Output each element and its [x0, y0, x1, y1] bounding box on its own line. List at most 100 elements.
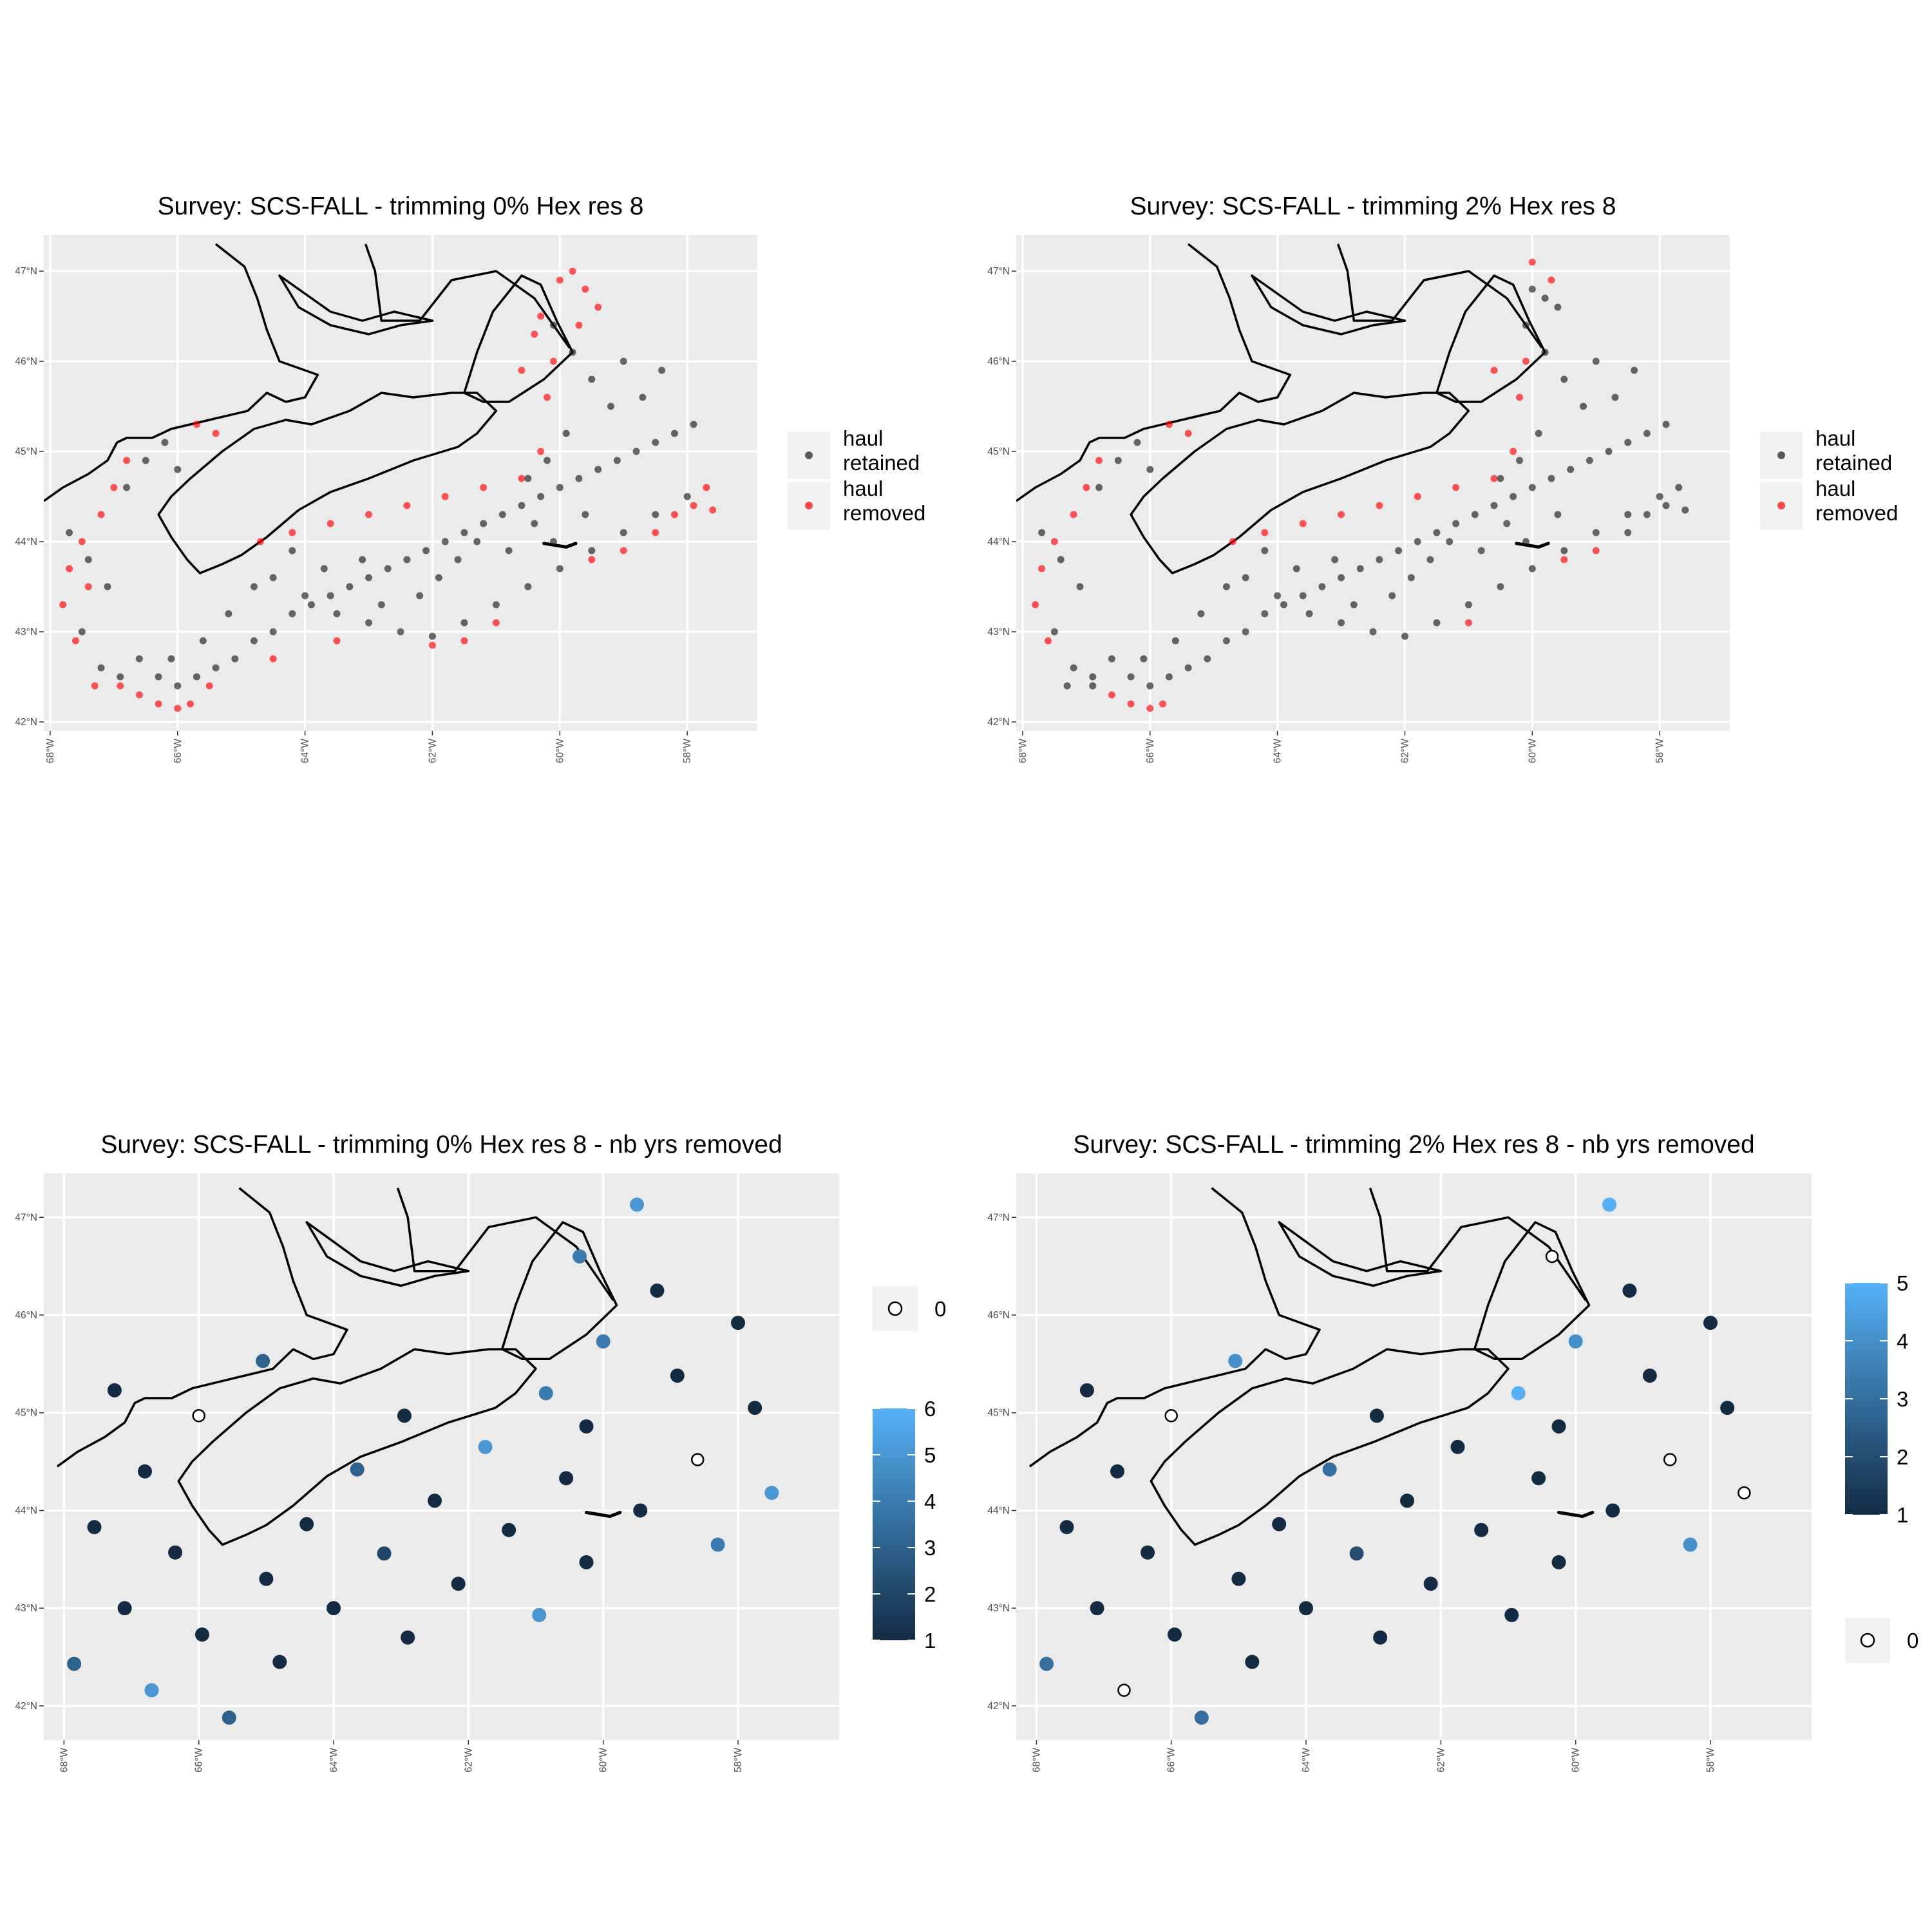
haul-retained-point: [1274, 592, 1282, 600]
haul-removed-point: [97, 511, 105, 518]
removed-years-point: [137, 1464, 152, 1479]
coastline-pei: [1278, 1221, 1443, 1287]
haul-removed-point: [110, 484, 118, 491]
x-tick-label: 68°W: [45, 739, 56, 763]
haul-removed-point: [212, 430, 220, 437]
haul-retained-point: [1554, 511, 1562, 518]
y-tick-label: 45°N: [15, 446, 37, 457]
haul-retained-point: [416, 592, 424, 600]
haul-retained-point: [556, 484, 564, 491]
y-tick-label: 46°N: [15, 356, 37, 367]
removed-years-point: [87, 1520, 102, 1535]
haul-removed-point: [537, 448, 545, 455]
coastline-nova-scotia: [157, 392, 498, 574]
haul-retained-point: [1146, 466, 1154, 473]
haul-removed-point: [403, 502, 411, 509]
coastline-pei: [305, 1221, 470, 1287]
haul-retained-point: [1146, 682, 1154, 690]
haul-retained-point: [582, 511, 589, 518]
removed-years-point: [573, 1249, 587, 1264]
removed-years-point: [630, 1197, 645, 1212]
removed-years-point: [168, 1545, 183, 1560]
removed-years-point: [1551, 1555, 1566, 1569]
haul-removed-point: [1070, 511, 1077, 518]
haul-removed-point: [1376, 502, 1383, 509]
haul-retained-point: [66, 529, 73, 536]
haul-removed-point: [205, 682, 213, 690]
haul-retained-point: [1376, 556, 1383, 564]
haul-retained-point: [1471, 511, 1479, 518]
haul-retained-point: [1592, 357, 1600, 365]
haul-retained-point: [365, 619, 373, 627]
haul-retained-point: [1140, 655, 1148, 663]
colorbar-label: 1: [1897, 1503, 1908, 1527]
coastline-mainland: [44, 243, 319, 502]
removed-years-point: [194, 1627, 209, 1642]
haul-retained-point: [1433, 619, 1441, 627]
haul-retained-point: [1643, 511, 1651, 518]
haul-removed-point: [1165, 421, 1173, 428]
colorbar-label: 4: [1897, 1329, 1908, 1353]
haul-removed-point: [620, 547, 627, 554]
x-tick-label: 58°W: [682, 739, 693, 763]
colorbar-label: 5: [924, 1443, 936, 1467]
removed-years-point: [1245, 1654, 1260, 1669]
haul-retained-point: [1331, 556, 1339, 564]
removed-years-point: [650, 1283, 665, 1298]
haul-removed-point: [1108, 691, 1115, 699]
haul-retained-point: [454, 556, 462, 564]
removed-years-point: [1511, 1386, 1526, 1401]
haul-retained-point: [193, 673, 200, 681]
removed-years-point: [1090, 1601, 1104, 1616]
haul-retained-point: [1490, 502, 1498, 509]
haul-retained-point: [1089, 682, 1097, 690]
coastline-gulf: [1368, 1188, 1587, 1302]
legend-label: retained: [843, 451, 920, 475]
haul-retained-point: [1076, 583, 1084, 591]
legend-label: haul: [1815, 477, 1855, 500]
haul-retained-point: [1541, 348, 1549, 356]
removed-years-point: [478, 1439, 493, 1454]
removed-years-point: [1622, 1283, 1637, 1298]
haul-removed-point: [428, 641, 436, 649]
haul-retained-point: [460, 619, 468, 627]
removed-years-point: [1504, 1607, 1519, 1622]
removed-years-point: [1551, 1419, 1566, 1434]
y-tick-label: 44°N: [987, 536, 1010, 547]
removed-years-point: [670, 1368, 685, 1383]
y-tick-label: 42°N: [15, 1701, 37, 1712]
x-tick-label: 66°W: [194, 1748, 205, 1772]
removed-years-point: [1373, 1630, 1388, 1645]
x-tick-label: 64°W: [1301, 1748, 1312, 1772]
haul-removed-point: [518, 475, 526, 482]
haul-removed-point: [1490, 366, 1498, 374]
legend-key-point: [1777, 502, 1785, 509]
zero-removed-point: [1738, 1486, 1751, 1500]
haul-removed-point: [117, 682, 124, 690]
haul-removed-point: [582, 285, 589, 293]
x-tick-label: 64°W: [1273, 739, 1283, 763]
haul-removed-point: [1299, 520, 1307, 527]
haul-removed-point: [1038, 565, 1046, 573]
panel-p4: Survey: SCS-FALL - trimming 2% Hex res 8…: [987, 1131, 1918, 1772]
y-tick-label: 43°N: [987, 627, 1010, 638]
haul-retained-point: [161, 439, 169, 446]
removed-years-point: [451, 1577, 466, 1591]
zero-removed-point: [1663, 1453, 1677, 1466]
haul-retained-point: [1624, 511, 1632, 518]
haul-retained-point: [117, 673, 124, 681]
haul-removed-point: [1229, 538, 1236, 545]
haul-retained-point: [1407, 574, 1415, 582]
haul-retained-point: [1133, 439, 1141, 446]
removed-years-point: [222, 1710, 236, 1725]
coastline-layer: [1028, 1187, 1595, 1546]
haul-retained-point: [1204, 655, 1211, 663]
haul-retained-point: [588, 375, 596, 383]
haul-retained-point: [1050, 628, 1058, 636]
haul-retained-point: [142, 457, 149, 464]
removed-years-point: [327, 1601, 341, 1616]
y-tick-label: 46°N: [987, 356, 1010, 367]
haul-retained-point: [1528, 484, 1536, 491]
zero-removed-point: [690, 1453, 705, 1466]
haul-retained-point: [1184, 664, 1192, 672]
